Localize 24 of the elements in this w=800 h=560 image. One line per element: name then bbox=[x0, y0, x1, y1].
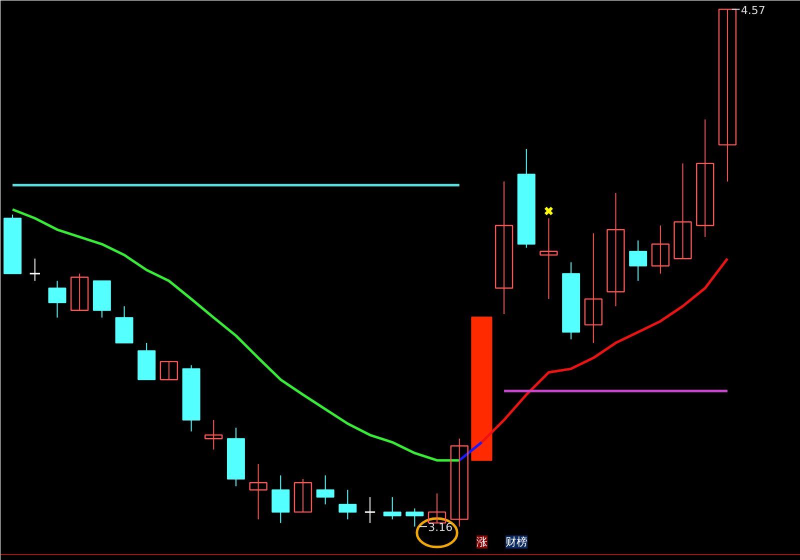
annotation: 3.16 bbox=[428, 521, 453, 534]
candlestick bbox=[696, 118, 714, 238]
candlestick bbox=[48, 280, 66, 318]
candlestick bbox=[294, 478, 312, 513]
text: 涨 bbox=[476, 536, 488, 548]
candlestick bbox=[428, 492, 446, 524]
candlestick bbox=[316, 474, 334, 505]
candlestick bbox=[629, 240, 648, 282]
text: 财榜 bbox=[506, 536, 528, 548]
candlestick bbox=[450, 438, 468, 528]
candlestick bbox=[606, 192, 625, 307]
candlestick bbox=[383, 496, 402, 520]
candlestick bbox=[70, 273, 89, 311]
candlestick bbox=[674, 162, 692, 260]
candlestick bbox=[584, 232, 602, 344]
candlestick bbox=[651, 225, 670, 274]
candlestick bbox=[249, 463, 268, 520]
candlestick bbox=[540, 218, 558, 300]
candlestick bbox=[272, 474, 290, 524]
candlestick bbox=[204, 420, 223, 450]
text: 4.57 bbox=[740, 4, 766, 17]
candlestick bbox=[338, 489, 357, 520]
candlestick bbox=[160, 360, 178, 380]
candlestick bbox=[494, 181, 514, 314]
